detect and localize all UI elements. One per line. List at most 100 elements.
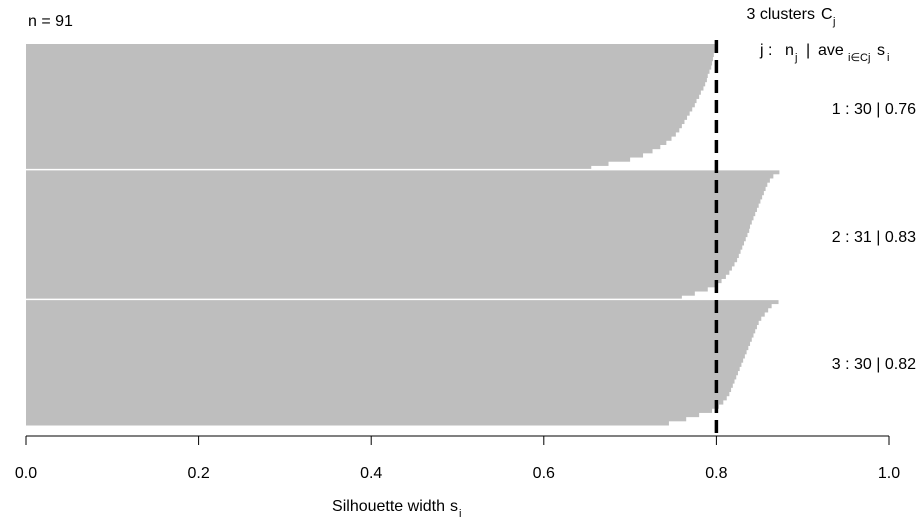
n-label: n = 91 (28, 13, 73, 30)
silhouette-bar (26, 194, 763, 200)
silhouette-bar (26, 140, 667, 145)
silhouette-bar (26, 198, 761, 204)
silhouette-bar (26, 345, 749, 351)
silhouette-bar (26, 366, 740, 372)
silhouette-bar (26, 106, 693, 112)
silhouette-bar (26, 148, 653, 154)
legend-header-sep: | (806, 42, 810, 59)
silhouette-bar (26, 295, 682, 300)
legend-title: 3 clusters C j (747, 6, 836, 28)
silhouette-bar (26, 404, 719, 409)
silhouette-bar (26, 244, 743, 250)
legend-header-s: s (877, 42, 885, 59)
silhouette-bar (26, 52, 714, 58)
x-axis: 0.0 0.2 0.4 0.6 0.8 1.0 (15, 435, 900, 482)
cluster-2-label: 2 : 31 | 0.83 (832, 229, 916, 246)
silhouette-bar (26, 85, 704, 91)
cluster-3-label: 3 : 30 | 0.82 (832, 356, 916, 373)
silhouette-bar (26, 370, 738, 376)
silhouette-bar (26, 399, 724, 405)
silhouette-bar (26, 152, 644, 158)
silhouette-bar (26, 240, 745, 246)
silhouette-bar (26, 332, 754, 338)
silhouette-bar (26, 64, 712, 70)
cluster-separators (26, 168, 803, 301)
silhouette-bar (26, 291, 695, 296)
silhouette-bar (26, 190, 764, 196)
silhouette-bar (26, 207, 757, 212)
silhouette-bar (26, 249, 741, 254)
legend-header-n: n (785, 42, 794, 59)
silhouette-bar (26, 232, 748, 238)
silhouette-bar (26, 90, 701, 95)
silhouette-bar (26, 395, 727, 401)
silhouette-bar (26, 169, 780, 175)
silhouette-bar (26, 211, 756, 217)
silhouette-bar (26, 274, 726, 279)
legend-title-text: 3 clusters (747, 6, 815, 23)
silhouette-bar (26, 165, 592, 171)
silhouette-bar (26, 73, 708, 78)
silhouette-bar (26, 219, 752, 225)
silhouette-bar (26, 131, 676, 137)
silhouette-bar (26, 353, 745, 359)
silhouette-bar (26, 157, 631, 162)
silhouette-bar (26, 81, 706, 87)
silhouette-bar (26, 69, 710, 74)
silhouette-bar (26, 257, 738, 263)
silhouette-bar (26, 311, 765, 317)
silhouette-bar (26, 144, 661, 150)
silhouette-bar (26, 412, 700, 418)
legend-header-ave-sub: i∈Cj (848, 52, 870, 64)
silhouette-bar (26, 261, 735, 267)
silhouette-bar (26, 203, 759, 208)
silhouette-bar (26, 303, 772, 309)
silhouette-bar (26, 224, 751, 229)
silhouette-bar (26, 341, 751, 346)
x-tick-label: 0.0 (15, 465, 37, 482)
x-axis-label: Silhouette width (332, 498, 445, 515)
silhouette-bar (26, 307, 769, 313)
silhouette-bar (26, 56, 713, 62)
silhouette-bar (26, 320, 759, 326)
silhouette-bar (26, 236, 746, 242)
x-axis-label-symbol: s (450, 498, 458, 515)
silhouette-bar (26, 270, 730, 275)
silhouette-bar (26, 182, 768, 187)
silhouette-bar (26, 374, 737, 380)
silhouette-bar (26, 177, 770, 183)
silhouette-bar (26, 420, 669, 426)
cluster-1-label: 1 : 30 | 0.76 (832, 101, 916, 118)
silhouette-bar (26, 265, 732, 271)
silhouette-bar (26, 161, 609, 166)
legend-title-symbol: C (821, 6, 833, 23)
silhouette-bar (26, 378, 735, 384)
silhouette-bar (26, 94, 700, 99)
legend-title-subscript: j (832, 16, 835, 28)
legend-header-n-sub: j (794, 52, 797, 64)
silhouette-bar (26, 123, 682, 129)
x-axis-title: Silhouette width s i (332, 498, 461, 520)
silhouette-bar (26, 110, 690, 116)
silhouette-bar (26, 44, 718, 49)
silhouette-bar (26, 119, 685, 125)
silhouette-bar (26, 337, 752, 342)
x-tick-label: 0.6 (533, 465, 555, 482)
silhouette-bar (26, 127, 680, 133)
silhouette-bar (26, 316, 762, 321)
silhouette-bar (26, 391, 730, 397)
silhouette-bar (26, 358, 744, 363)
silhouette-bar (26, 324, 757, 330)
silhouette-bar (26, 186, 766, 192)
silhouette-bar (26, 349, 747, 355)
silhouette-bar (26, 328, 756, 334)
silhouette-bar (26, 299, 779, 305)
silhouette-bar (26, 228, 750, 233)
silhouette-bar (26, 48, 716, 53)
silhouette-bar (26, 77, 707, 83)
silhouette-bar (26, 102, 695, 108)
x-tick-label: 0.4 (360, 465, 382, 482)
x-axis-label-subscript: i (459, 508, 461, 520)
legend-header: j : n j | ave i∈Cj s i (759, 42, 889, 64)
